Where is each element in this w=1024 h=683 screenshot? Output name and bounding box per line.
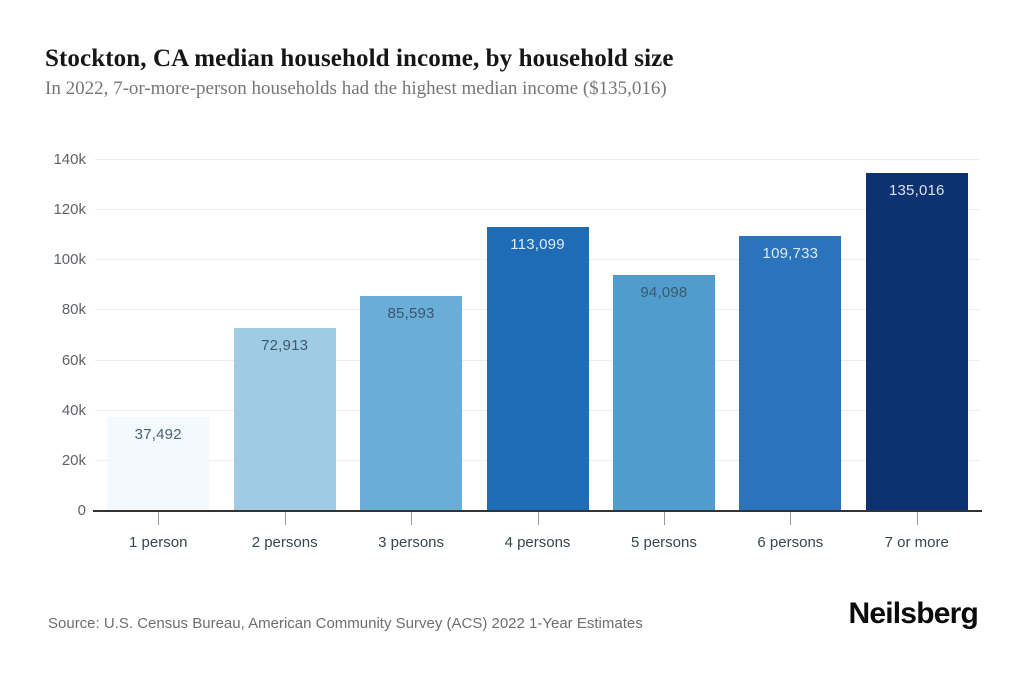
bar-1-person: 37,492 [107,417,210,511]
x-axis: 1 person 2 persons 3 persons 4 persons 5 per… [95,512,980,572]
x-tick [411,512,413,525]
x-tick-label-3-persons: 3 persons [378,534,444,551]
x-tick [663,512,665,525]
x-tick [790,512,792,525]
gridline-120k [95,209,980,211]
x-tick [284,512,286,525]
bar-5-persons: 94,098 [612,275,715,511]
y-tick-label-20k: 20k [61,451,86,469]
x-tick [158,512,160,525]
y-tick-label-40k: 40k [61,401,86,419]
bar-value-label: 135,016 [888,181,945,199]
bar-value-label: 72,913 [261,337,309,355]
x-tick-label-6-persons: 6 persons [757,534,824,551]
x-tick-label-1-person: 1 person [129,534,188,551]
bar-3-persons: 85,593 [360,296,463,511]
y-tick-label-60k: 60k [61,351,86,369]
bar-value-label: 37,492 [134,426,182,444]
x-axis-line [93,510,982,512]
bar-value-label: 85,593 [387,305,435,323]
y-tick-label-140k: 140k [53,151,86,168]
bar-value-label: 113,099 [510,236,565,254]
y-tick-label-0: 0 [77,502,86,519]
x-tick [537,512,539,525]
gridline-140k [95,159,980,160]
y-axis: 0 20k 40k 60k 80k 100k 120k 140k [0,151,86,519]
bar-6-persons: 109,733 [739,235,842,511]
plot-area: 37,492 72,913 85,593 113,099 94,098 109,733 13… [95,159,980,511]
bar-2-persons: 72,913 [233,328,336,511]
chart-title: Stockton, CA median household income, by… [45,44,674,72]
bar-7-or-more: 135,016 [865,172,968,511]
chart-subtitle: In 2022, 7-or-more-person households had… [45,78,667,99]
y-tick-label-120k: 120k [53,201,86,219]
bar-4-persons: 113,099 [486,227,589,511]
y-tick-label-80k: 80k [61,301,86,319]
x-tick-label-7-or-more: 7 or more [884,534,949,551]
y-tick-label-100k: 100k [53,251,86,269]
x-tick-label-5-persons: 5 persons [630,534,697,551]
neilsberg-logo: Neilsberg [848,597,978,630]
x-tick-label-2-persons: 2 persons [251,534,318,551]
source-note: Source: U.S. Census Bureau, American Com… [48,615,643,632]
bar-value-label: 94,098 [640,284,688,302]
x-tick-label-4-persons: 4 persons [504,534,571,551]
x-tick [916,512,918,525]
bar-value-label: 109,733 [762,244,819,262]
